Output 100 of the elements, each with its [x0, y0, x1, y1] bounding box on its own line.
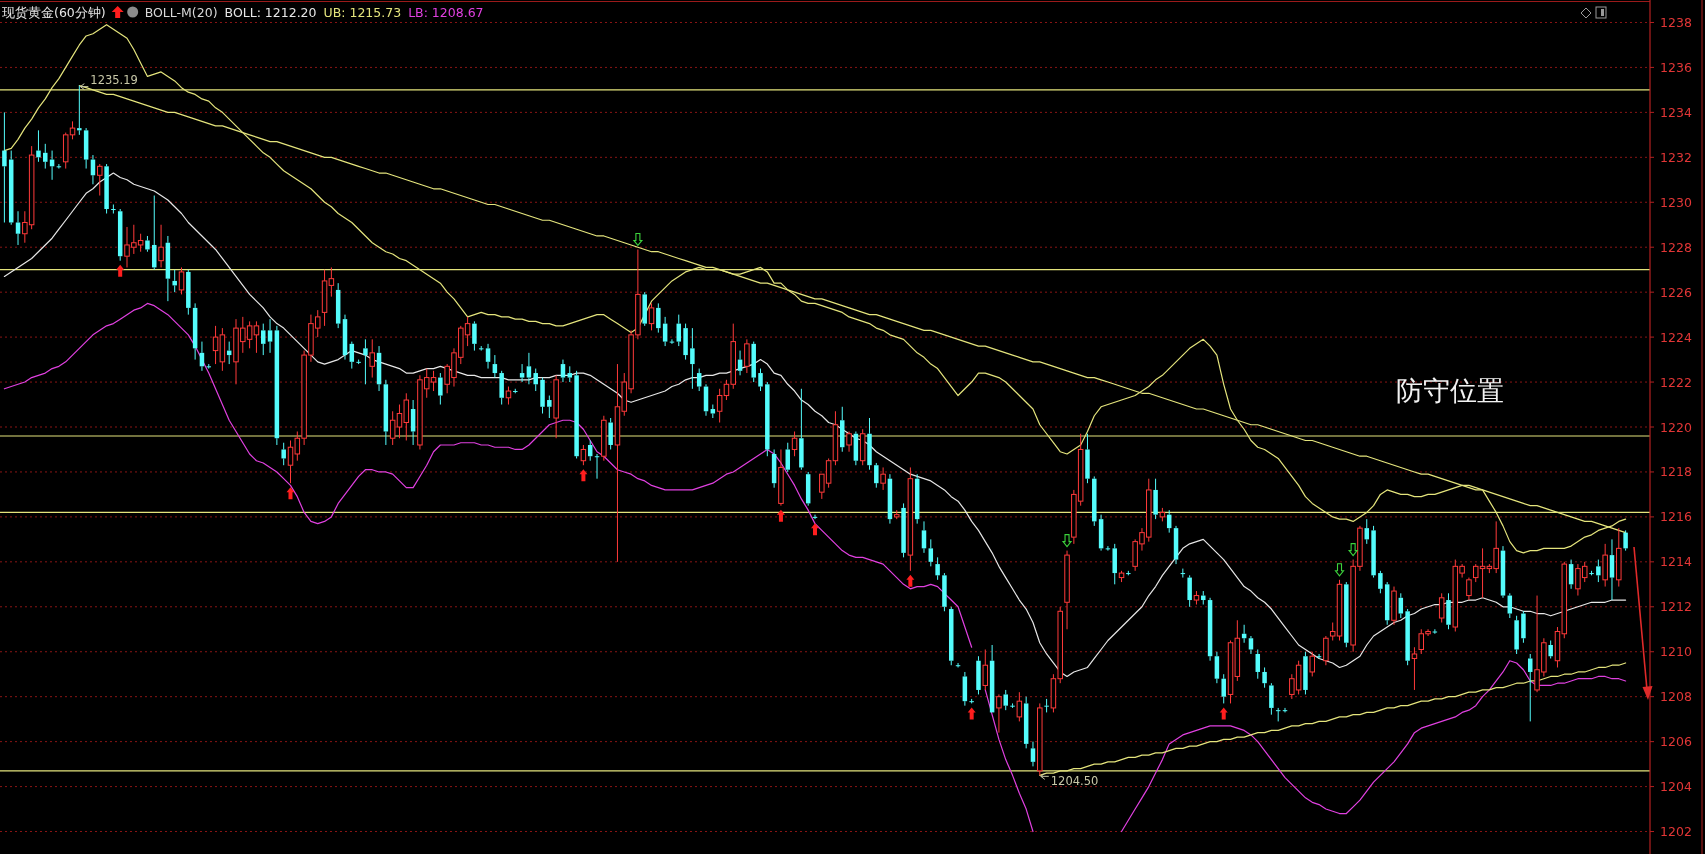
annotation: 1235.19	[90, 72, 138, 87]
y-tick-label: 1204	[1660, 779, 1692, 795]
y-tick-label: 1208	[1660, 689, 1692, 705]
candlestick	[1269, 682, 1274, 716]
candlestick	[962, 671, 968, 707]
y-tick-label: 1234	[1660, 104, 1692, 120]
candlestick	[104, 163, 109, 214]
candlestick	[799, 388, 804, 471]
candlestick	[172, 269, 177, 293]
y-tick-label: 1222	[1660, 374, 1692, 390]
candlestick	[519, 363, 525, 383]
y-tick-label: 1232	[1660, 149, 1692, 165]
candlestick	[267, 318, 273, 354]
candlestick	[261, 323, 266, 356]
candlestick	[1391, 586, 1397, 626]
candlestick	[996, 693, 1002, 734]
y-tick-label: 1218	[1660, 464, 1692, 480]
candlestick	[907, 466, 914, 572]
candlestick	[1030, 741, 1036, 767]
candlestick	[901, 502, 906, 558]
candlestick	[492, 354, 498, 379]
candlestick	[438, 372, 443, 406]
text: UB: 1215.73	[323, 5, 402, 20]
y-tick-label: 1212	[1660, 599, 1692, 615]
y-tick-label: 1220	[1660, 419, 1692, 435]
candlestick	[526, 352, 532, 385]
candlestick	[77, 85, 82, 136]
candlestick	[1514, 615, 1519, 655]
candlestick	[1173, 525, 1179, 565]
annotation: 防守位置	[1396, 375, 1504, 406]
candlestick	[1521, 610, 1526, 644]
text: LB: 1208.67	[408, 5, 484, 20]
y-tick-label: 1238	[1660, 14, 1692, 30]
y-tick-label: 1210	[1660, 644, 1692, 660]
text: BOLL-M(20)	[144, 5, 218, 20]
candlestick	[369, 338, 375, 379]
candlestick	[1602, 543, 1608, 588]
candlestick	[15, 210, 21, 246]
candlestick	[472, 320, 477, 352]
candlestick	[1609, 538, 1615, 601]
candlestick	[1085, 433, 1090, 484]
candlestick	[976, 655, 981, 695]
candlestick	[1221, 673, 1226, 704]
text: 现货黄金(60分钟)	[2, 5, 106, 20]
candlestick	[1044, 698, 1049, 713]
y-tick-label: 1236	[1660, 59, 1692, 75]
y-tick-label: 1216	[1660, 509, 1692, 525]
candlestick	[690, 327, 695, 390]
y-tick-label: 1214	[1660, 554, 1692, 570]
candlestick	[608, 417, 613, 450]
candlestick	[935, 556, 940, 581]
candlestick	[145, 235, 150, 253]
candlestick	[1016, 691, 1023, 722]
candlestick	[1316, 653, 1322, 658]
candlestick	[648, 302, 655, 331]
candlestick	[1064, 550, 1070, 630]
candlestick	[1214, 651, 1220, 684]
candlestick	[1596, 559, 1601, 583]
candlestick	[553, 374, 559, 439]
candlestick	[669, 338, 675, 343]
y-tick-label: 1206	[1660, 734, 1692, 750]
candlestick	[43, 143, 48, 170]
candlestick	[1411, 646, 1418, 691]
candlestick	[656, 302, 661, 334]
candlestick	[158, 224, 164, 268]
candlestick	[2, 111, 7, 223]
y-tick-label: 1224	[1660, 329, 1692, 345]
candlestick	[1201, 590, 1206, 606]
candlestick	[363, 338, 368, 385]
candlestick	[533, 368, 538, 392]
candlestick	[152, 195, 157, 271]
candlestick	[874, 462, 879, 489]
candlestick	[1616, 527, 1622, 588]
candlestick	[1527, 653, 1533, 722]
annotation: 1204.50	[1050, 774, 1099, 789]
candlestick	[982, 648, 989, 691]
candlestick	[1323, 635, 1329, 666]
text: BOLL: 1212.20	[224, 5, 317, 20]
candlestick	[791, 430, 798, 457]
candlestick	[744, 338, 750, 374]
candlestick	[547, 395, 552, 419]
y-tick-label: 1202	[1660, 824, 1692, 840]
candlestick	[1112, 543, 1117, 585]
candlestick	[1466, 577, 1472, 601]
candlestick	[1023, 696, 1029, 749]
candlestick	[499, 370, 504, 406]
y-tick-label: 1228	[1660, 239, 1692, 255]
candlestick	[560, 359, 566, 383]
candlestick	[683, 323, 688, 361]
candlestick	[97, 163, 103, 197]
candlestick	[186, 269, 191, 316]
y-tick-label: 1226	[1660, 284, 1692, 300]
candlestick	[1092, 475, 1097, 527]
candlestick	[1153, 478, 1158, 520]
candlestick	[778, 448, 784, 507]
candlestick	[1262, 666, 1267, 689]
line-series	[3, 172, 1627, 678]
candlestick	[846, 430, 852, 453]
candlestick	[281, 442, 286, 466]
candlestick	[1371, 525, 1376, 579]
